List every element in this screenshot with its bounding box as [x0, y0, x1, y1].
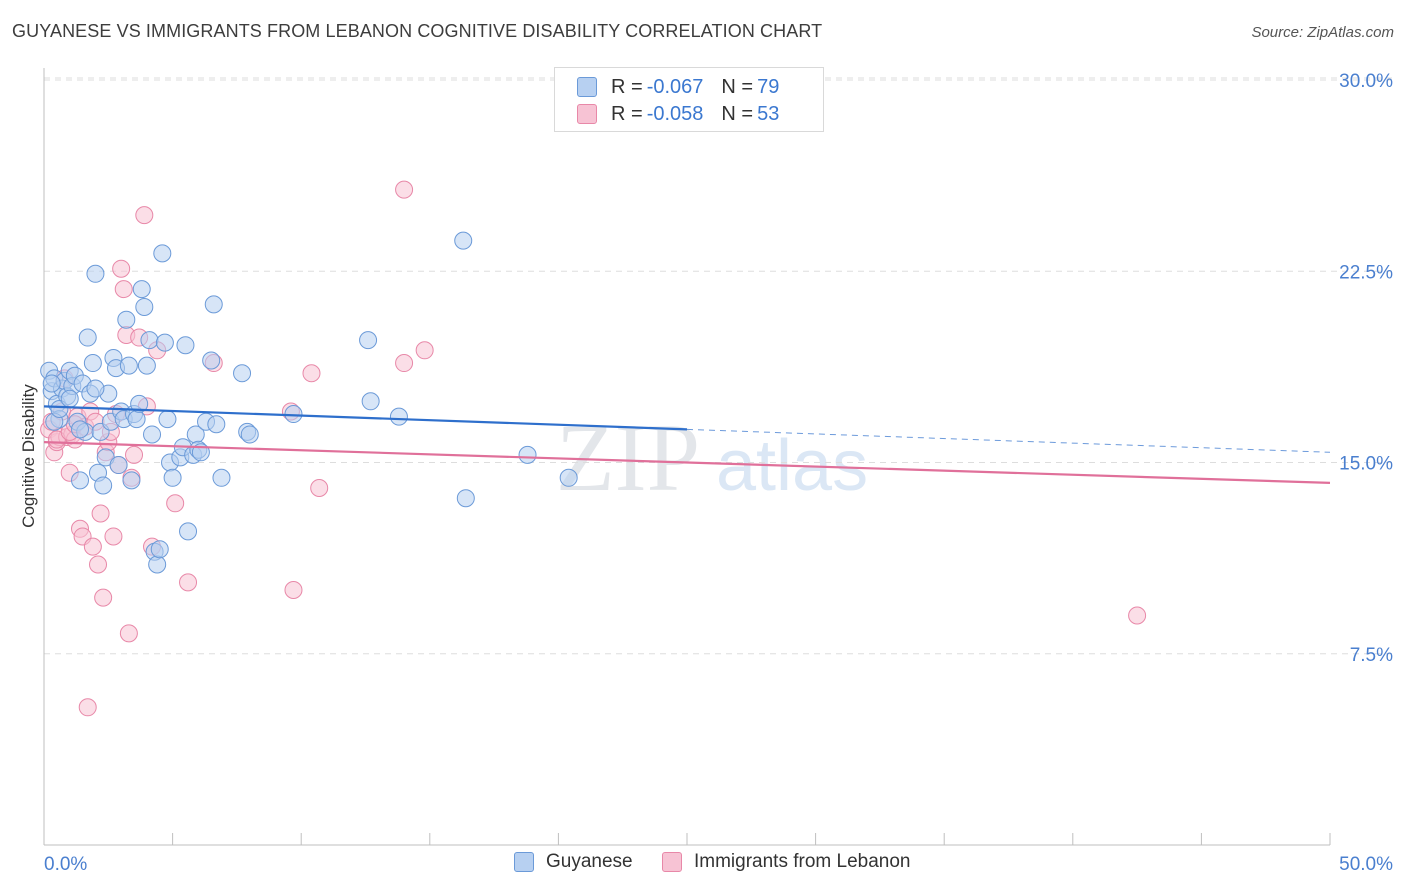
data-point-lebanon — [119, 624, 138, 643]
data-point-guyanese — [117, 310, 136, 329]
data-point-guyanese — [137, 356, 156, 375]
data-point-guyanese — [179, 522, 198, 541]
data-point-guyanese — [163, 468, 182, 487]
correlation-legend: R = -0.067 N = 79 R = -0.058 N = 53 — [554, 67, 824, 132]
watermark: ZIP atlas — [556, 404, 868, 511]
data-point-lebanon — [135, 206, 154, 225]
x-tick-label-min: 0.0% — [44, 854, 87, 875]
bottom-legend-lebanon: Immigrants from Lebanon — [662, 851, 911, 873]
data-point-lebanon — [78, 698, 97, 717]
legend-n-label: N = — [721, 102, 754, 125]
x-ticks — [43, 833, 1331, 845]
legend-r-label: R = — [611, 102, 643, 125]
data-point-guyanese — [176, 336, 195, 355]
data-point-guyanese — [389, 407, 408, 426]
data-point-guyanese — [86, 264, 105, 283]
data-point-lebanon — [395, 354, 414, 373]
data-point-lebanon — [114, 280, 133, 299]
data-point-guyanese — [83, 354, 102, 373]
bottom-legend-label-lebanon: Immigrants from Lebanon — [694, 851, 911, 872]
data-point-lebanon — [179, 573, 198, 592]
data-point-guyanese — [456, 489, 475, 508]
data-point-guyanese — [60, 389, 79, 408]
legend-r-label: R = — [611, 75, 643, 98]
legend-swatch-pink — [577, 104, 597, 124]
data-point-guyanese — [202, 351, 221, 370]
data-point-guyanese — [109, 456, 128, 475]
legend-n-label: N = — [721, 75, 754, 98]
y-tick-label: 22.5% — [1339, 262, 1393, 283]
data-point-guyanese — [518, 445, 537, 464]
x-tick-label-max: 50.0% — [1339, 854, 1393, 875]
trendline-guyanese — [43, 405, 688, 431]
data-point-guyanese — [71, 420, 90, 439]
legend-swatch-blue — [577, 77, 597, 97]
trendline-guyanese-extension — [686, 428, 1331, 453]
y-tick-label: 15.0% — [1339, 454, 1393, 475]
trendlines — [43, 405, 1331, 484]
data-point-guyanese — [148, 555, 167, 574]
data-point-guyanese — [132, 280, 151, 299]
data-point-guyanese — [42, 374, 61, 393]
y-tick-label: 7.5% — [1350, 645, 1393, 666]
bottom-legend-swatch-blue — [514, 852, 534, 872]
data-point-guyanese — [559, 468, 578, 487]
data-point-guyanese — [153, 244, 172, 263]
data-point-lebanon — [104, 527, 123, 546]
legend-r-value: -0.067 — [646, 75, 704, 98]
data-point-lebanon — [1128, 606, 1147, 625]
data-point-guyanese — [361, 392, 380, 411]
y-tick-labels: 7.5% 15.0% 22.5% 30.0% — [1339, 71, 1393, 666]
data-point-guyanese — [240, 425, 259, 444]
bottom-legend-swatch-pink — [662, 852, 682, 872]
data-point-lebanon — [125, 445, 144, 464]
data-point-guyanese — [158, 410, 177, 429]
legend-n-value: 79 — [757, 75, 780, 98]
data-point-lebanon — [284, 581, 303, 599]
watermark-zip: ZIP — [556, 404, 700, 511]
data-point-lebanon — [302, 364, 321, 383]
data-point-lebanon — [83, 537, 102, 556]
data-point-lebanon — [91, 504, 110, 523]
data-point-guyanese — [78, 328, 97, 347]
bottom-legend-label-guyanese: Guyanese — [546, 851, 633, 872]
data-point-lebanon — [166, 494, 185, 513]
chart-title: GUYANESE VS IMMIGRANTS FROM LEBANON COGN… — [12, 21, 823, 41]
legend-row-guyanese: R = -0.067 N = 79 — [577, 74, 779, 100]
data-point-guyanese — [359, 331, 378, 350]
y-axis-label: Cognitive Disability — [19, 384, 38, 528]
data-point-guyanese — [71, 471, 90, 490]
data-point-lebanon — [89, 555, 108, 574]
data-point-guyanese — [127, 410, 146, 429]
data-point-lebanon — [415, 341, 434, 360]
data-point-guyanese — [94, 476, 113, 495]
data-point-guyanese — [86, 379, 105, 398]
data-point-lebanon — [395, 180, 414, 199]
trendline-lebanon — [43, 441, 1331, 484]
data-point-lebanon — [310, 479, 329, 497]
legend-row-lebanon: R = -0.058 N = 53 — [577, 101, 779, 127]
legend-r-value: -0.058 — [646, 102, 704, 125]
data-point-guyanese — [143, 425, 162, 444]
source-attribution: Source: ZipAtlas.com — [1251, 24, 1394, 41]
data-point-guyanese — [122, 471, 141, 490]
data-point-guyanese — [135, 297, 154, 316]
bottom-legend-guyanese: Guyanese — [514, 851, 633, 873]
data-point-guyanese — [233, 364, 252, 383]
data-point-guyanese — [454, 231, 473, 250]
data-point-lebanon — [94, 588, 113, 607]
series-guyanese-points — [40, 231, 578, 574]
data-point-guyanese — [150, 540, 169, 559]
data-point-guyanese — [140, 331, 159, 350]
legend-n-value: 53 — [757, 102, 780, 125]
data-point-guyanese — [212, 468, 231, 487]
data-point-guyanese — [130, 394, 149, 413]
data-point-guyanese — [204, 295, 223, 314]
data-point-guyanese — [207, 415, 226, 434]
data-point-guyanese — [119, 356, 138, 375]
data-point-guyanese — [155, 333, 174, 352]
data-point-lebanon — [112, 259, 131, 278]
y-tick-label: 30.0% — [1339, 71, 1393, 92]
